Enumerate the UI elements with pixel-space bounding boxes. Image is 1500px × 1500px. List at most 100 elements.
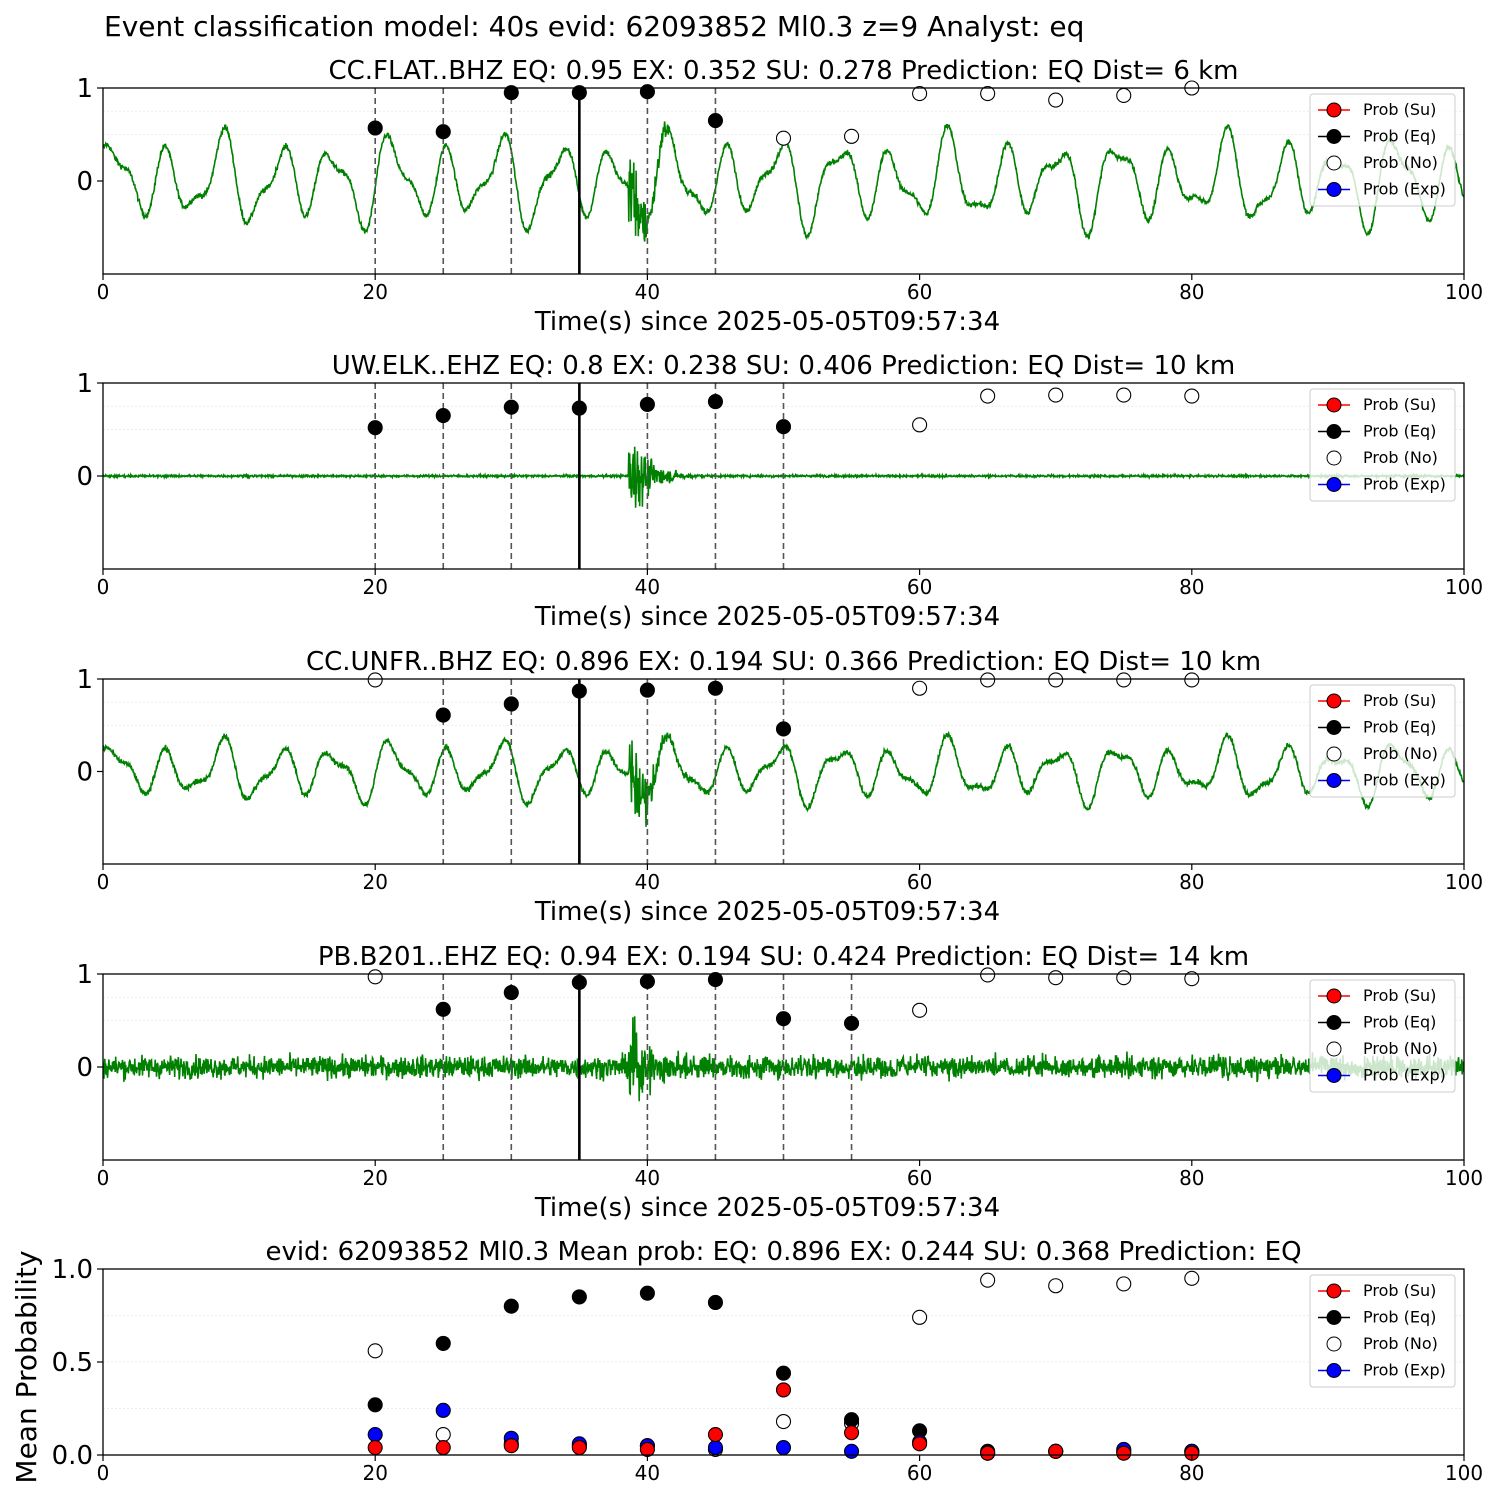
legend-box <box>1309 684 1456 798</box>
legend-marker <box>1326 424 1342 439</box>
prob-no-point <box>980 1272 996 1288</box>
prob-no-point <box>435 1426 451 1443</box>
y-tick-label: 0.0 <box>52 1441 93 1471</box>
x-tick-label: 0 <box>97 1166 110 1190</box>
prob-su-point <box>980 1445 996 1461</box>
legend-label: Prob (Su) <box>1363 691 1436 710</box>
prob-no-point <box>367 1343 383 1359</box>
prob-eq-point <box>639 396 655 412</box>
x-tick-label: 40 <box>635 575 660 599</box>
x-tick-label: 80 <box>1179 1461 1204 1485</box>
prob-eq-point <box>775 721 792 737</box>
y-tick-label: 1 <box>76 369 93 399</box>
prob-eq-point <box>707 394 724 410</box>
prob-su-point <box>843 1425 860 1441</box>
prob-no-point <box>1116 672 1132 688</box>
x-tick-label: 80 <box>1179 870 1204 894</box>
legend-label: Prob (Su) <box>1363 986 1436 1005</box>
legend-box <box>1309 93 1456 207</box>
prob-no-point <box>980 86 996 102</box>
prob-no-point <box>1048 672 1064 688</box>
prob-su-point <box>1048 1443 1064 1459</box>
prob-eq-point <box>707 972 724 988</box>
y-tick-label: 1 <box>76 74 93 104</box>
waveform-trace <box>103 1016 1464 1102</box>
figure-title: Event classification model: 40s evid: 62… <box>104 10 1085 43</box>
prob-su-point <box>639 1441 655 1457</box>
y-tick-label: 0 <box>76 167 93 197</box>
prob-eq-point <box>707 1294 724 1311</box>
x-tick-label: 100 <box>1445 280 1483 304</box>
prob-eq-point <box>707 113 724 129</box>
x-tick-label: 20 <box>362 280 387 304</box>
waveform-trace <box>103 730 1464 827</box>
legend-marker <box>1326 1283 1342 1299</box>
prob-no-point <box>1184 672 1200 688</box>
legend-box <box>1309 388 1456 502</box>
prob-eq-point <box>775 1011 792 1027</box>
x-tick-label: 0 <box>97 1461 110 1485</box>
x-tick-label: 60 <box>907 1461 932 1485</box>
legend-label: Prob (No) <box>1363 1334 1438 1353</box>
x-tick-label: 60 <box>907 575 932 599</box>
legend-label: Prob (Exp) <box>1363 1361 1446 1380</box>
prob-no-point <box>1048 387 1064 403</box>
prob-exp-point <box>367 1426 383 1443</box>
prob-su-point <box>435 1440 451 1456</box>
prob-su-point <box>503 1438 519 1454</box>
prob-no-point <box>1048 92 1064 108</box>
legend-label: Prob (No) <box>1363 1039 1438 1058</box>
panel-title: CC.UNFR..BHZ EQ: 0.896 EX: 0.194 SU: 0.3… <box>306 647 1261 677</box>
prob-eq-point <box>571 683 587 699</box>
x-tick-label: 100 <box>1445 870 1483 894</box>
prob-eq-point <box>503 985 519 1001</box>
y-tick-label: 0 <box>76 462 93 492</box>
prob-su-point <box>707 1426 724 1443</box>
legend-marker <box>1326 746 1342 762</box>
x-tick-label: 40 <box>635 1166 660 1190</box>
x-tick-label: 0 <box>97 870 110 894</box>
prob-eq-point <box>503 399 519 415</box>
legend-label: Prob (Exp) <box>1363 180 1446 199</box>
x-tick-label: 60 <box>907 1166 932 1190</box>
prob-eq-point <box>367 1397 383 1413</box>
prob-su-point <box>571 1440 587 1456</box>
prob-eq-point <box>843 1015 860 1031</box>
prob-exp-point <box>435 1402 451 1418</box>
legend-marker <box>1326 450 1342 466</box>
x-tick-label: 20 <box>362 575 387 599</box>
prob-exp-point <box>707 1440 724 1456</box>
y-tick-label: 1 <box>76 960 93 990</box>
legend-marker <box>1326 1041 1342 1057</box>
prob-no-point <box>912 1309 928 1325</box>
prob-eq-point <box>639 682 655 698</box>
prob-eq-point <box>571 400 587 416</box>
legend-marker <box>1326 129 1342 144</box>
legend-marker <box>1326 1363 1342 1378</box>
x-tick-label: 100 <box>1445 575 1483 599</box>
prob-no-point <box>980 388 996 404</box>
panel-title: PB.B201..EHZ EQ: 0.94 EX: 0.194 SU: 0.42… <box>318 942 1249 972</box>
legend-marker <box>1326 155 1342 171</box>
prob-no-point <box>1184 388 1200 404</box>
legend-label: Prob (Eq) <box>1363 422 1436 441</box>
legend-label: Prob (No) <box>1363 744 1438 763</box>
legend-label: Prob (Exp) <box>1363 1066 1446 1085</box>
x-tick-label: 60 <box>907 870 932 894</box>
legend-label: Prob (Eq) <box>1363 1013 1436 1032</box>
x-tick-label: 40 <box>635 870 660 894</box>
prob-no-point <box>980 672 996 688</box>
legend-box <box>1309 1274 1456 1388</box>
x-axis-label: Time(s) since 2025-05-05T09:57:34 <box>534 1193 1000 1223</box>
prob-su-point <box>912 1436 928 1452</box>
panel-3: CC.UNFR..BHZ EQ: 0.896 EX: 0.194 SU: 0.3… <box>76 647 1483 927</box>
prob-no-point <box>980 967 996 983</box>
x-tick-label: 80 <box>1179 575 1204 599</box>
legend-marker <box>1326 397 1342 413</box>
prob-eq-point <box>639 1285 655 1301</box>
prob-su-point <box>367 1440 383 1456</box>
panel-5: evid: 62093852 Ml0.3 Mean prob: EQ: 0.89… <box>10 1237 1483 1485</box>
prob-eq-point <box>639 973 655 989</box>
waveform-group <box>103 730 1464 827</box>
